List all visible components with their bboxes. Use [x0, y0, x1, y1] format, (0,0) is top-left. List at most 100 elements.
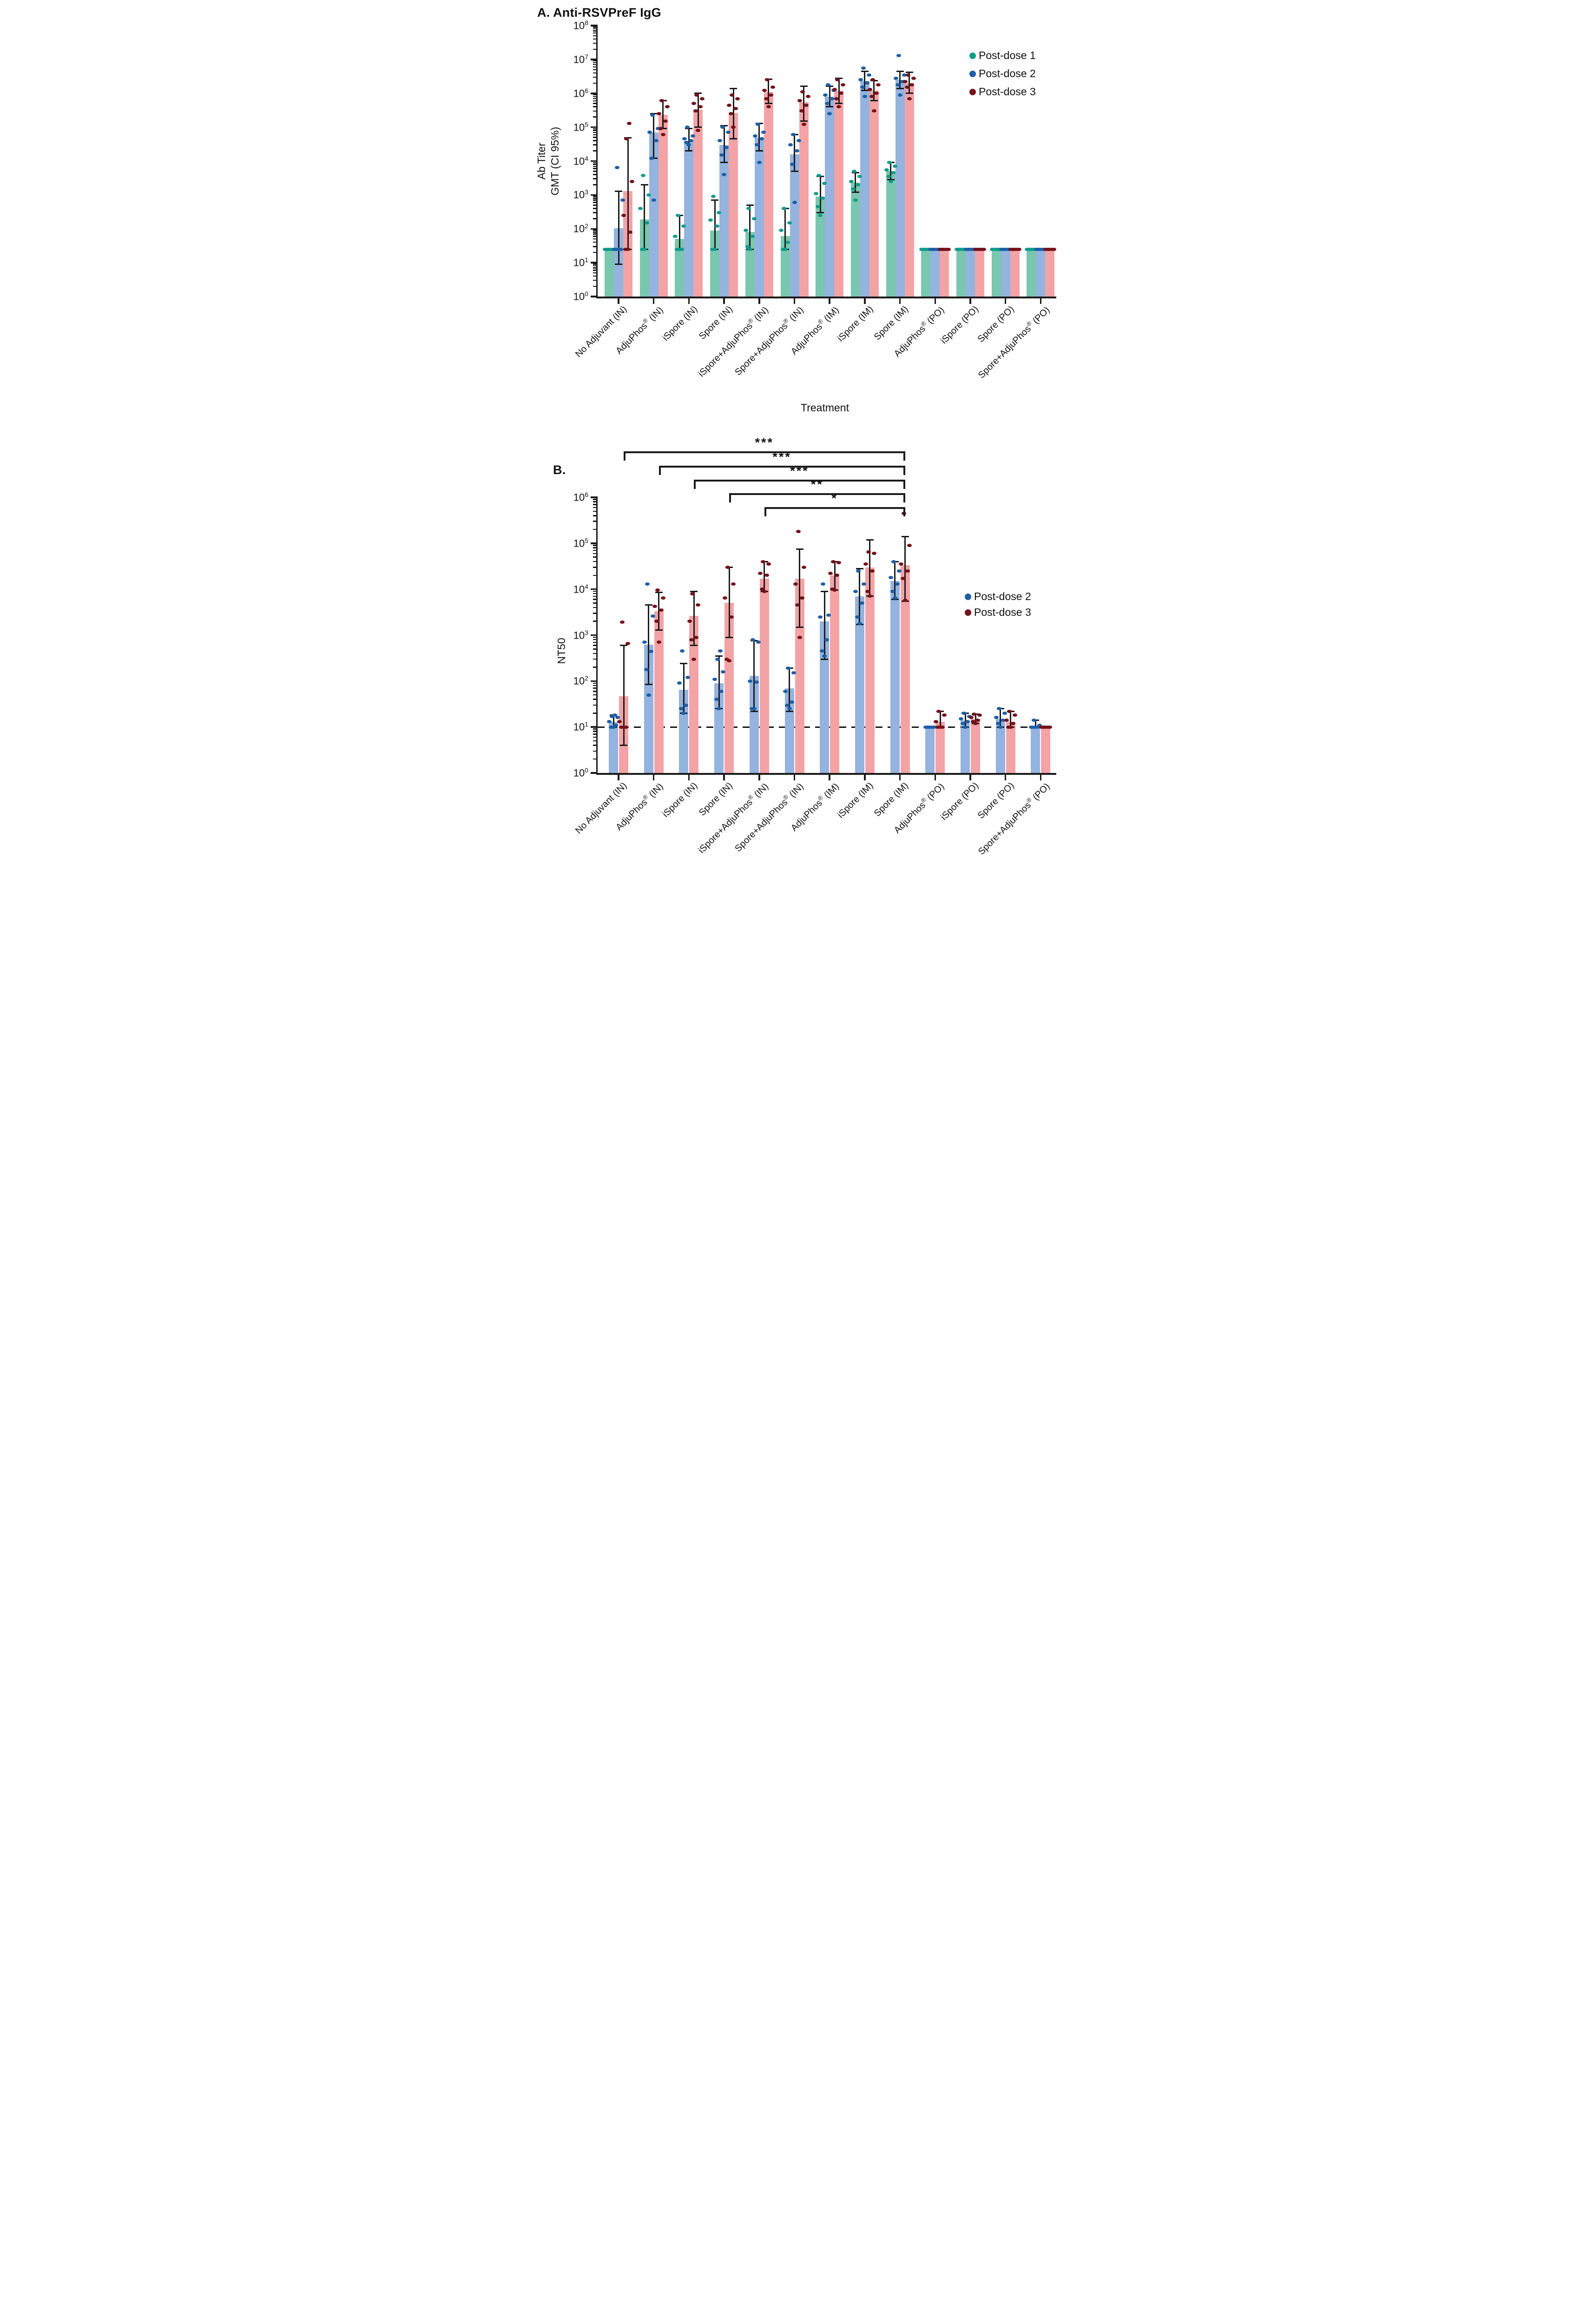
- data-point: [650, 113, 655, 117]
- data-point: [858, 78, 863, 82]
- y-axis-minor-tick: [593, 667, 596, 668]
- data-point: [609, 725, 613, 729]
- data-point: [967, 714, 972, 718]
- x-axis-category-label: Spore (IM): [872, 304, 911, 343]
- bar: [684, 140, 694, 297]
- error-bar: [834, 561, 836, 590]
- data-point: [801, 123, 806, 126]
- data-point: [967, 247, 971, 251]
- data-point: [867, 87, 872, 91]
- x-axis-category-label: AdjuPhos® (PO): [892, 781, 947, 836]
- data-point: [730, 93, 735, 97]
- data-point: [794, 149, 799, 153]
- data-point: [905, 73, 910, 77]
- data-point: [759, 588, 764, 591]
- data-point: [653, 139, 659, 143]
- data-point: [681, 711, 686, 715]
- y-axis-minor-tick: [593, 32, 596, 34]
- data-point: [646, 693, 651, 697]
- data-point: [1027, 247, 1032, 251]
- panel-b-y-axis-label-box: NT50: [529, 576, 636, 725]
- bar: [820, 621, 830, 773]
- data-point: [1037, 247, 1042, 251]
- y-axis-minor-tick: [593, 699, 596, 700]
- data-point: [980, 247, 984, 251]
- data-point: [714, 698, 719, 701]
- data-point: [724, 146, 729, 149]
- y-axis-major-tick: [591, 59, 596, 60]
- y-axis-minor-tick: [593, 110, 596, 112]
- error-bar: [864, 71, 866, 91]
- data-point: [1047, 247, 1053, 251]
- data-point: [826, 83, 831, 86]
- error-bar: [618, 191, 619, 264]
- data-point: [611, 725, 616, 729]
- data-point: [835, 78, 840, 82]
- error-bar-cap: [755, 122, 763, 124]
- error-bar: [819, 176, 821, 213]
- data-point: [959, 717, 963, 721]
- y-axis-major-tick: [591, 194, 596, 196]
- data-point: [851, 169, 856, 173]
- data-point: [712, 677, 718, 681]
- data-point: [955, 247, 959, 251]
- data-point: [679, 707, 684, 711]
- data-point: [814, 191, 819, 195]
- data-point: [977, 247, 982, 251]
- error-bar-cap: [821, 658, 829, 660]
- data-point: [793, 582, 798, 586]
- data-point: [961, 721, 965, 725]
- error-bar-cap: [856, 568, 863, 569]
- x-axis-tick: [652, 774, 655, 780]
- error-bar-cap: [760, 590, 768, 592]
- sig-stars: *: [831, 491, 838, 505]
- data-point: [766, 105, 771, 109]
- data-point: [835, 574, 840, 577]
- y-axis-minor-tick: [593, 499, 596, 500]
- data-point: [869, 95, 874, 99]
- error-bar-cap: [750, 640, 758, 642]
- y-axis-minor-tick: [593, 267, 596, 269]
- bar: [689, 616, 699, 773]
- error-bar-cap: [764, 103, 772, 105]
- data-point: [1001, 247, 1006, 251]
- error-bar-cap: [861, 90, 869, 92]
- data-point: [938, 247, 943, 251]
- y-axis-minor-tick: [593, 116, 596, 118]
- x-axis-tick: [793, 298, 796, 304]
- y-axis-minor-tick: [593, 728, 596, 730]
- error-bar-cap: [891, 561, 899, 562]
- data-point: [656, 640, 661, 644]
- data-point: [621, 725, 626, 729]
- data-point: [710, 247, 715, 251]
- data-point: [656, 112, 661, 116]
- bar: [825, 96, 835, 297]
- data-point: [1004, 719, 1009, 722]
- data-point: [896, 569, 902, 573]
- bar: [623, 191, 632, 297]
- data-point: [626, 642, 630, 646]
- bar: [754, 137, 764, 297]
- error-bar: [714, 200, 716, 250]
- data-point: [691, 134, 696, 138]
- bar: [830, 575, 840, 773]
- sig-stars: ***: [790, 464, 809, 478]
- error-bar-cap: [725, 567, 733, 568]
- data-point: [790, 163, 795, 166]
- data-point: [940, 725, 945, 729]
- x-axis-category-label: iSpore+AdjuPhos® (IN): [696, 304, 771, 379]
- y-axis-minor-tick: [593, 42, 596, 44]
- y-axis-minor-tick: [593, 736, 596, 738]
- data-point: [973, 721, 978, 725]
- error-bar: [904, 536, 906, 601]
- bar: [749, 676, 759, 773]
- legend-item: Post-dose 2: [965, 590, 1031, 603]
- data-point: [857, 621, 862, 625]
- y-axis-minor-tick: [593, 515, 596, 516]
- x-axis-tick: [829, 298, 830, 304]
- data-point: [863, 562, 868, 566]
- data-point: [796, 530, 801, 534]
- y-axis-minor-tick: [593, 501, 596, 502]
- y-axis-minor-tick: [593, 231, 596, 233]
- y-axis-minor-tick: [593, 275, 596, 277]
